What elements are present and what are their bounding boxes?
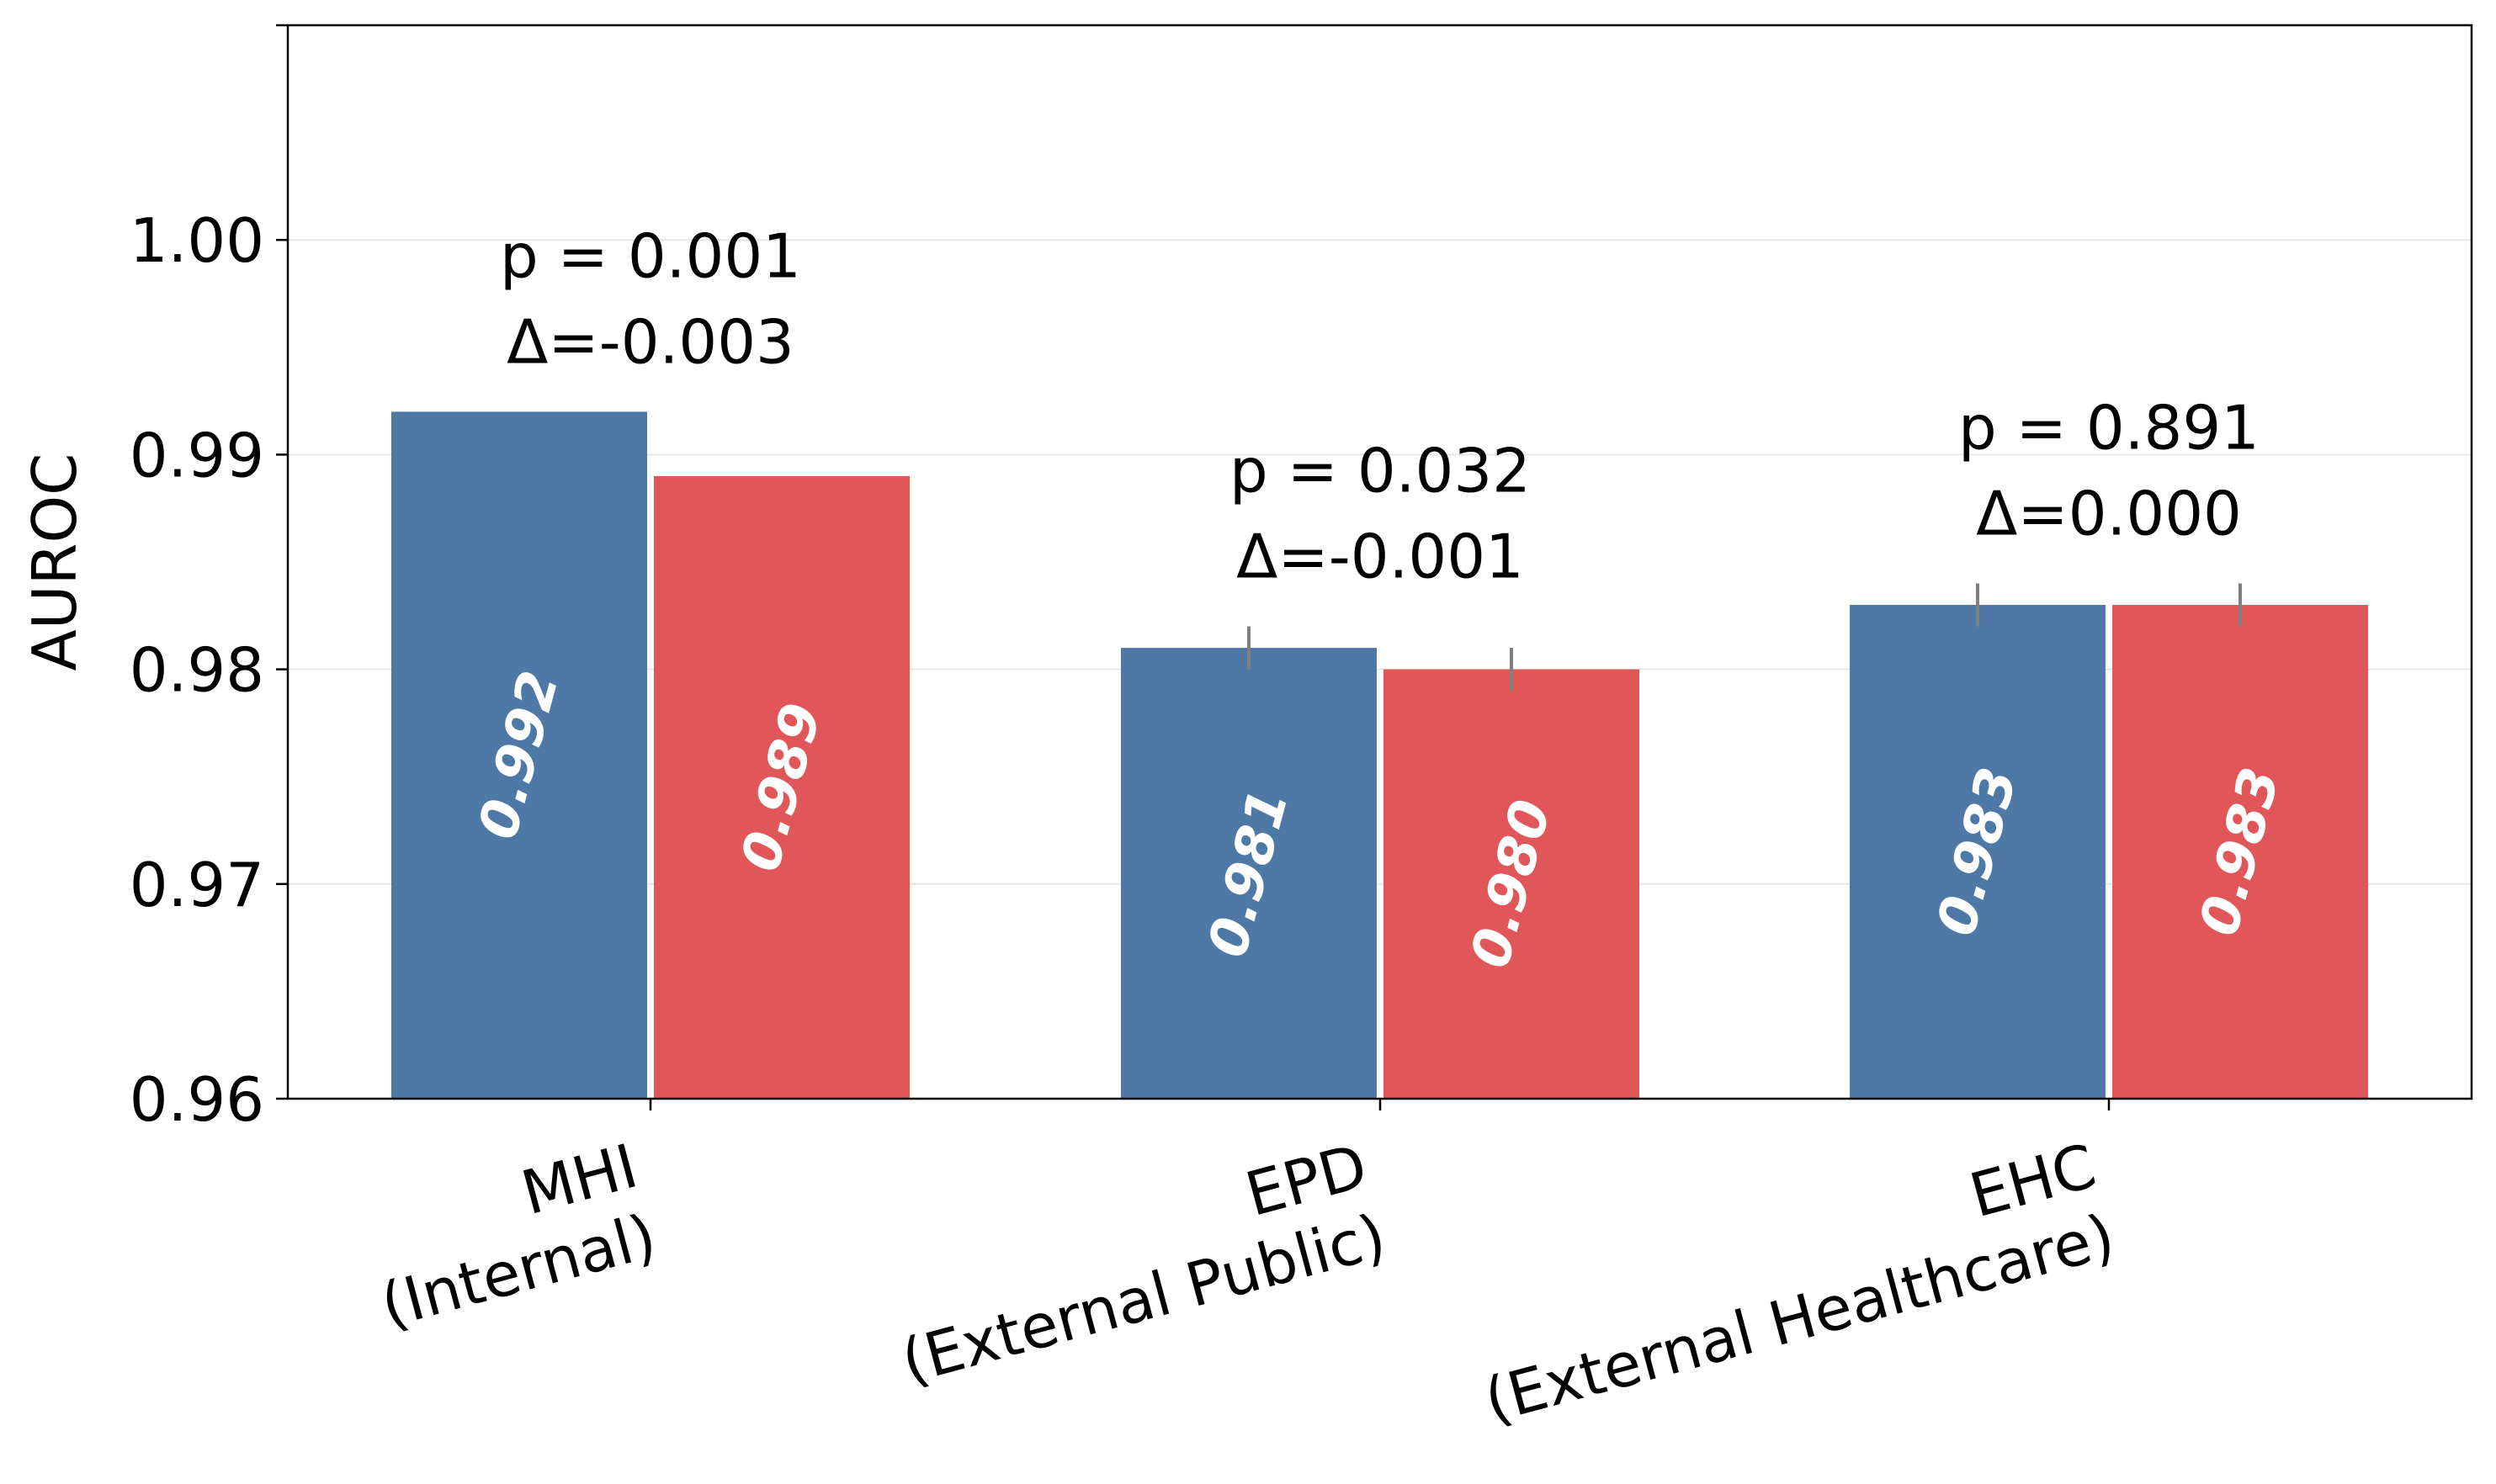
y-axis-ticks: 0.96 0.97 0.98 0.99 1.00 bbox=[130, 24, 288, 1135]
bar-ehc-series1 bbox=[1850, 605, 2106, 1099]
x-category-label: EPD(External Public) bbox=[895, 1131, 1393, 1397]
bar-epd-series2 bbox=[1383, 669, 1639, 1099]
p-value-annotation: p = 0.032 bbox=[1229, 436, 1531, 506]
bar-ehc-series2 bbox=[2112, 605, 2368, 1099]
bars bbox=[391, 411, 2368, 1099]
x-category-label: MHI(Internal) bbox=[374, 1131, 663, 1342]
bar-mhi-series2 bbox=[654, 475, 910, 1099]
y-tick-label: 0.99 bbox=[130, 420, 264, 490]
y-tick-label: 0.97 bbox=[130, 850, 264, 920]
x-category-label: EHC(External Healthcare) bbox=[1477, 1131, 2122, 1437]
bar-mhi-series1 bbox=[391, 411, 647, 1099]
y-axis-title: AUROC bbox=[19, 453, 90, 671]
delta-annotation: Δ=-0.003 bbox=[507, 306, 794, 377]
y-tick-label: 0.98 bbox=[130, 635, 264, 706]
category-subtitle: (External Public) bbox=[895, 1200, 1393, 1397]
y-tick-label: 1.00 bbox=[130, 205, 264, 276]
bar-epd-series1 bbox=[1121, 648, 1377, 1099]
y-tick-label: 0.96 bbox=[130, 1064, 264, 1135]
category-subtitle: (External Healthcare) bbox=[1477, 1200, 2122, 1436]
category-subtitle: (Internal) bbox=[374, 1200, 663, 1341]
x-axis-ticks: MHI(Internal) EPD(External Public) EHC(Ext… bbox=[374, 1099, 2122, 1437]
p-value-annotation: p = 0.001 bbox=[500, 220, 801, 291]
delta-annotation: Δ=-0.001 bbox=[1236, 522, 1524, 592]
gridlines bbox=[288, 239, 2472, 885]
error-bars bbox=[1247, 583, 2242, 692]
delta-annotation: Δ=0.000 bbox=[1976, 479, 2242, 549]
significance-annotations: Δ=-0.003 p = 0.001 Δ=-0.001 p = 0.032 Δ=0.00… bbox=[500, 220, 2260, 591]
p-value-annotation: p = 0.891 bbox=[1958, 393, 2260, 464]
